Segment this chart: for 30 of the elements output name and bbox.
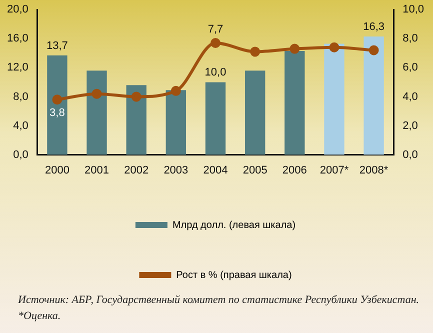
x-tick-label: 2005 xyxy=(242,164,268,176)
data-label: 3,8 xyxy=(50,107,65,120)
y-tick-label: 4,0 xyxy=(13,120,28,132)
text: *Оценка. xyxy=(18,309,62,324)
data-label: 13,7 xyxy=(46,40,68,52)
y2-tick-label: 8,0 xyxy=(402,32,418,45)
x-tick-label: 2004 xyxy=(203,164,228,176)
y2-tick-label: 10,0 xyxy=(402,4,424,16)
data-label: 10,0 xyxy=(204,66,226,79)
y2-tick-label: 6,0 xyxy=(402,62,418,74)
y-tick-label: 20,0 xyxy=(6,4,28,16)
data-label: 7,7 xyxy=(208,24,224,36)
x-tick-label: 2001 xyxy=(84,164,110,176)
x-tick-label: 2007* xyxy=(320,164,350,176)
legend-label: Млрд долл. (левая шкала) xyxy=(172,220,296,231)
y-tick-label: 0,0 xyxy=(13,148,28,161)
x-tick-label: 2003 xyxy=(164,164,188,176)
legend-label: Рост в % (правая шкала) xyxy=(176,270,292,281)
x-tick-label: 2000 xyxy=(44,164,70,176)
x-tick-label: 2002 xyxy=(124,164,149,176)
y2-tick-label: 0,0 xyxy=(402,148,418,161)
y-tick-label: 16,0 xyxy=(6,32,28,45)
data-label: 16,3 xyxy=(363,20,385,33)
y2-tick-label: 4,0 xyxy=(402,90,418,103)
y-tick-label: 12,0 xyxy=(6,62,28,74)
y-tick-label: 8,0 xyxy=(13,90,28,103)
text: Источник: АБР, Государственный комитет по статистике Республики Узбекистан. xyxy=(18,293,420,308)
x-tick-label: 2006 xyxy=(282,164,307,176)
y2-tick-label: 2,0 xyxy=(402,120,418,132)
x-tick-label: 2008* xyxy=(359,164,389,176)
